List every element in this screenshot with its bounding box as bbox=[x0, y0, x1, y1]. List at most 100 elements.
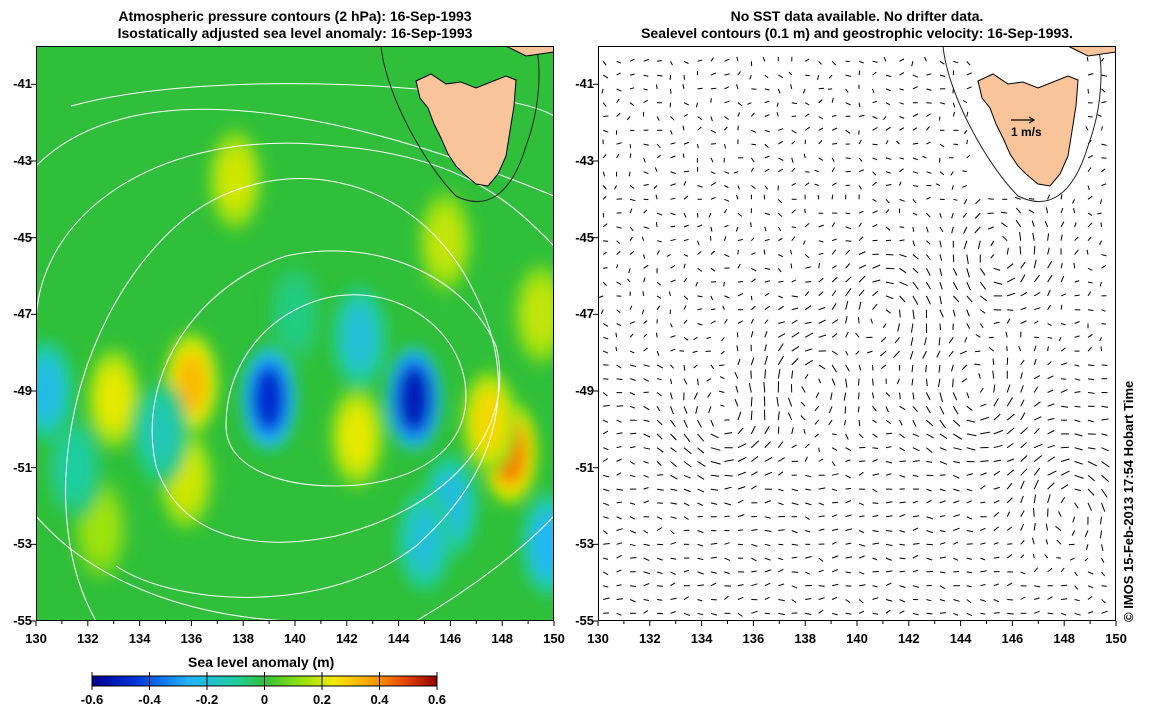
velocity-vector bbox=[831, 596, 838, 600]
velocity-vector bbox=[1045, 523, 1049, 531]
mainland-coast bbox=[505, 46, 554, 57]
velocity-vector bbox=[1060, 470, 1070, 476]
velocity-vector bbox=[616, 142, 622, 145]
velocity-vector bbox=[751, 267, 757, 272]
velocity-vector bbox=[831, 319, 839, 324]
velocity-vector bbox=[750, 295, 753, 301]
velocity-vector bbox=[1087, 333, 1093, 338]
velocity-vector bbox=[657, 488, 664, 491]
velocity-vector bbox=[980, 584, 986, 587]
velocity-vector bbox=[791, 543, 798, 546]
velocity-vector bbox=[1101, 488, 1108, 498]
velocity-vector bbox=[656, 240, 662, 243]
velocity-vector bbox=[980, 570, 987, 573]
velocity-vector bbox=[764, 155, 770, 159]
velocity-vector bbox=[1060, 484, 1069, 490]
velocity-vector bbox=[980, 557, 986, 561]
velocity-vector bbox=[872, 127, 878, 131]
velocity-vector bbox=[1032, 232, 1035, 241]
velocity-vector bbox=[670, 461, 677, 468]
velocity-scale-arrow bbox=[1011, 116, 1036, 124]
velocity-vector bbox=[980, 472, 987, 476]
velocity-vector bbox=[751, 529, 758, 531]
velocity-vector bbox=[764, 582, 771, 587]
velocity-vector bbox=[683, 113, 688, 117]
velocity-vector bbox=[845, 542, 852, 545]
velocity-vector bbox=[962, 100, 968, 104]
velocity-vector bbox=[1018, 345, 1022, 352]
velocity-vector bbox=[1060, 293, 1067, 297]
velocity-vector bbox=[845, 88, 849, 93]
lon-tick-label: 148 bbox=[491, 631, 514, 646]
velocity-vector bbox=[1100, 516, 1102, 525]
velocity-vector bbox=[828, 74, 833, 79]
velocity-vector bbox=[961, 364, 968, 371]
velocity-vector bbox=[1033, 553, 1035, 559]
velocity-vector bbox=[1060, 194, 1063, 200]
colorbar-tick-label: 0.4 bbox=[370, 692, 389, 707]
velocity-vector bbox=[657, 585, 663, 587]
velocity-vector bbox=[614, 185, 618, 190]
velocity-vector bbox=[1001, 222, 1008, 228]
anomaly-blob bbox=[410, 511, 439, 570]
velocity-vector bbox=[993, 542, 999, 545]
velocity-vector bbox=[899, 157, 905, 160]
velocity-vector bbox=[724, 86, 730, 90]
velocity-vector bbox=[616, 554, 622, 559]
right-title-line1: No SST data available. No drifter data. bbox=[730, 8, 984, 24]
velocity-vector bbox=[988, 336, 994, 339]
velocity-vector bbox=[629, 392, 636, 396]
velocity-vector bbox=[1087, 571, 1094, 575]
velocity-vector bbox=[831, 303, 837, 310]
velocity-vector bbox=[747, 102, 752, 105]
velocity-vector bbox=[737, 263, 741, 269]
velocity-vector bbox=[1056, 539, 1062, 545]
velocity-vector bbox=[858, 185, 862, 190]
velocity-vector bbox=[778, 612, 785, 616]
velocity-vector bbox=[845, 514, 852, 518]
velocity-vector bbox=[885, 461, 893, 464]
velocity-vector bbox=[953, 612, 959, 616]
velocity-vector bbox=[603, 516, 609, 519]
velocity-vector bbox=[778, 237, 783, 242]
velocity-vector bbox=[966, 419, 976, 423]
velocity-vector bbox=[670, 474, 678, 480]
velocity-vector bbox=[670, 364, 674, 369]
velocity-vector bbox=[1101, 585, 1107, 587]
velocity-vector bbox=[963, 226, 968, 234]
velocity-vector bbox=[737, 281, 743, 283]
velocity-vector bbox=[962, 185, 967, 188]
velocity-vector bbox=[736, 194, 739, 200]
velocity-vector bbox=[953, 447, 962, 451]
velocity-vector bbox=[615, 346, 618, 352]
velocity-vector bbox=[777, 411, 780, 421]
velocity-vector bbox=[831, 182, 837, 186]
velocity-vector bbox=[858, 222, 862, 228]
velocity-vector bbox=[764, 267, 771, 270]
velocity-vector bbox=[1074, 612, 1081, 616]
velocity-vector bbox=[1100, 222, 1102, 227]
velocity-vector bbox=[939, 309, 944, 318]
velocity-vector bbox=[737, 612, 743, 617]
velocity-vector bbox=[1101, 101, 1107, 104]
velocity-vector bbox=[872, 223, 878, 228]
velocity-vector bbox=[858, 530, 865, 534]
velocity-vector bbox=[804, 182, 810, 186]
velocity-vector bbox=[764, 596, 770, 600]
velocity-vector bbox=[899, 102, 905, 105]
anomaly-blob bbox=[280, 284, 310, 344]
velocity-vector bbox=[818, 458, 824, 462]
velocity-vector bbox=[724, 73, 730, 76]
velocity-vector bbox=[1101, 433, 1108, 436]
velocity-vector bbox=[1101, 57, 1105, 62]
velocity-vector bbox=[724, 595, 729, 600]
velocity-vector bbox=[720, 350, 725, 355]
velocity-vector bbox=[629, 102, 635, 107]
left-title-line2: Isostatically adjusted sea level anomaly… bbox=[117, 25, 473, 41]
velocity-vector bbox=[602, 419, 609, 423]
velocity-vector bbox=[814, 405, 820, 412]
velocity-vector bbox=[1074, 461, 1083, 465]
velocity-vector bbox=[629, 405, 635, 409]
velocity-vector bbox=[710, 57, 714, 62]
velocity-vector bbox=[670, 447, 677, 453]
